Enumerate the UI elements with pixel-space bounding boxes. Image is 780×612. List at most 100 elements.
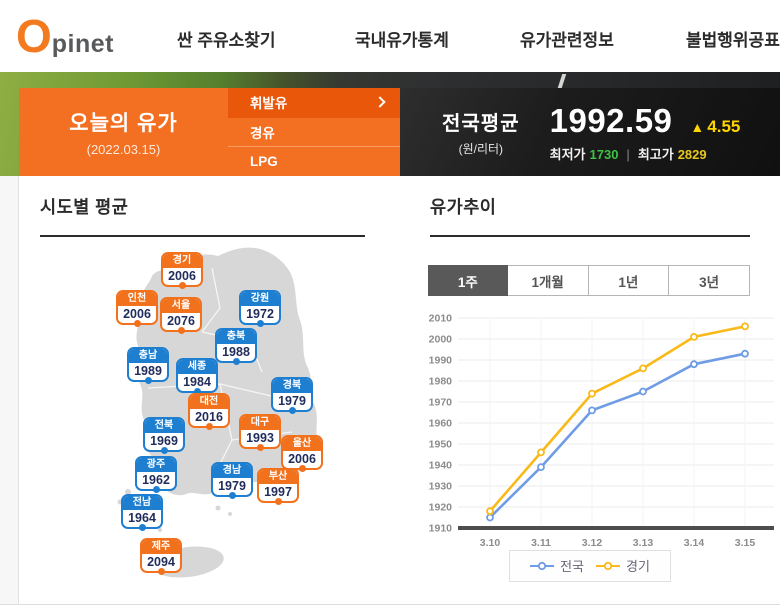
region-label-서울[interactable]: 서울 2076: [160, 297, 202, 334]
regional-average-title: 시도별 평균: [40, 197, 129, 217]
svg-text:3.12: 3.12: [582, 537, 603, 549]
svg-text:2010: 2010: [429, 313, 453, 325]
price-trend-title: 유가추이: [430, 197, 497, 217]
nav-item-domestic-stats[interactable]: 국내유가통계: [355, 31, 449, 50]
region-price: 1969: [150, 434, 178, 448]
region-label-세종[interactable]: 세종 1984: [176, 358, 218, 395]
region-label-울산[interactable]: 울산 2006: [281, 435, 323, 472]
svg-text:1960: 1960: [429, 418, 453, 430]
tab-1-month[interactable]: 1개월: [508, 266, 589, 295]
region-label-강원[interactable]: 강원 1972: [239, 290, 281, 327]
svg-text:1990: 1990: [429, 355, 453, 367]
region-price: 2006: [168, 269, 196, 283]
region-price: 2094: [147, 555, 175, 569]
max-price-label: 최고가: [637, 146, 674, 162]
region-price: 2006: [288, 452, 316, 466]
min-price-label: 최저가: [549, 146, 586, 162]
tab-3-years[interactable]: 3년: [699, 274, 720, 290]
nav-item-cheap-stations[interactable]: 싼 주유소찾기: [177, 31, 276, 50]
legend-marker-icon: [530, 561, 555, 570]
fuel-tab-lpg[interactable]: LPG: [228, 147, 400, 176]
region-map-dot: [144, 377, 152, 384]
region-map-dot: [138, 524, 146, 531]
region-map-dot: [160, 447, 168, 454]
region-map-dot: [274, 498, 282, 505]
region-label-충남[interactable]: 충남 1989: [127, 347, 169, 384]
regional-title-underline: [40, 235, 365, 237]
legend-item-전국[interactable]: 전국: [530, 556, 584, 575]
banner-title: 오늘의 유가: [69, 112, 178, 135]
svg-text:1950: 1950: [429, 439, 453, 451]
region-map-dot: [133, 320, 141, 327]
national-average-label-block: 전국평균 (원/리터): [442, 107, 520, 157]
region-name: 대전: [190, 395, 228, 409]
region-name: 충남: [129, 349, 167, 363]
region-map-dot: [178, 282, 186, 289]
price-change-value: 4.55: [707, 116, 741, 136]
today-price-panel: 오늘의 유가 (2022.03.15): [19, 88, 228, 176]
region-label-대전[interactable]: 대전 2016: [188, 393, 230, 430]
region-name: 부산: [259, 470, 297, 484]
region-label-경북[interactable]: 경북 1979: [271, 377, 313, 414]
national-average-price: 1992.59: [549, 101, 673, 139]
region-map-dot: [157, 568, 165, 575]
region-name: 경기: [163, 254, 201, 268]
region-label-경남[interactable]: 경남 1979: [211, 462, 253, 499]
trend-title-underline: [430, 235, 750, 237]
region-label-전북[interactable]: 전북 1969: [143, 417, 185, 454]
legend-item-경기[interactable]: 경기: [596, 556, 650, 575]
legend-label: 전국: [560, 559, 584, 574]
tab-1-year[interactable]: 1년: [589, 266, 670, 295]
region-label-인천[interactable]: 인천 2006: [116, 290, 158, 327]
nav-item-illegal-acts[interactable]: 불법행위공표: [686, 31, 780, 50]
min-max-price-row: 최저가 1730 | 최고가 2829: [550, 144, 741, 163]
region-price: 1972: [246, 307, 274, 321]
svg-text:3.10: 3.10: [480, 537, 501, 549]
svg-text:3.15: 3.15: [735, 537, 756, 549]
section-bottom-divider: [0, 604, 780, 605]
nav-item-price-info[interactable]: 유가관련정보: [520, 31, 614, 50]
region-map-dot: [177, 327, 185, 334]
region-label-부산[interactable]: 부산 1997: [257, 468, 299, 505]
region-label-제주[interactable]: 제주 2094: [140, 538, 182, 575]
tab-1-week[interactable]: 1주: [428, 265, 508, 296]
region-price: 1988: [222, 345, 250, 359]
trend-range-tabs: 1주 1개월 1년 3년: [428, 265, 750, 296]
region-label-충북[interactable]: 충북 1988: [215, 328, 257, 365]
region-price: 1962: [142, 473, 170, 487]
region-name: 인천: [118, 292, 156, 306]
fuel-tab-diesel[interactable]: 경유: [228, 118, 400, 148]
region-price: 1964: [128, 511, 156, 525]
region-map-dot: [256, 320, 264, 327]
svg-text:1970: 1970: [429, 397, 453, 409]
national-average-unit: (원/리터): [458, 142, 504, 156]
region-name: 세종: [178, 360, 216, 374]
region-price: 1984: [183, 375, 211, 389]
national-average-panel: 전국평균 (원/리터) 1992.59 ▲ 4.55 최저가 1730 | 최고가 282…: [400, 88, 780, 176]
region-map-dot: [228, 492, 236, 499]
region-name: 충북: [217, 330, 255, 344]
region-name: 제주: [142, 540, 180, 554]
legend-marker-icon: [596, 561, 620, 570]
region-map-dot: [256, 444, 264, 451]
svg-text:1940: 1940: [429, 460, 453, 472]
national-average-value-block: 1992.59 ▲ 4.55 최저가 1730 | 최고가 2829: [550, 102, 741, 163]
svg-text:1920: 1920: [429, 502, 453, 514]
logo-text: pinet: [51, 30, 114, 58]
region-label-전남[interactable]: 전남 1964: [121, 494, 163, 531]
region-label-경기[interactable]: 경기 2006: [161, 252, 203, 289]
fuel-type-menu: 휘발유 경유 LPG: [228, 88, 400, 176]
region-label-대구[interactable]: 대구 1993: [239, 414, 281, 451]
region-price: 1997: [264, 485, 292, 499]
price-change-badge: ▲ 4.55: [690, 117, 740, 137]
svg-text:3.13: 3.13: [633, 537, 654, 549]
region-label-광주[interactable]: 광주 1962: [135, 456, 177, 493]
fuel-tab-gasoline[interactable]: 휘발유: [228, 88, 400, 118]
fuel-tab-gasoline-label: 휘발유: [250, 96, 288, 112]
today-price-banner: 오늘의 유가 (2022.03.15) 휘발유 경유 LPG 전국평균 (원/리…: [19, 88, 780, 176]
fuel-tab-diesel-label: 경유: [250, 126, 275, 141]
region-map-dot: [152, 486, 160, 493]
banner-date: (2022.03.15): [86, 142, 161, 157]
region-name: 전남: [123, 496, 161, 510]
